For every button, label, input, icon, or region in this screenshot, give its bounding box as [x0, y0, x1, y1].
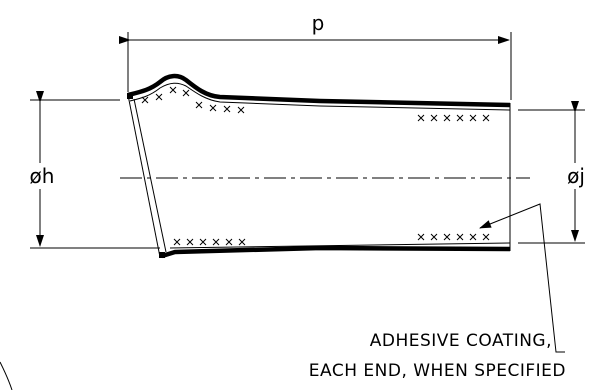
adhesive-marks-right-top [417, 114, 490, 122]
adjacent-view-fragment [0, 361, 13, 390]
left-end-corner-top [127, 93, 133, 99]
adhesive-marks-right-bottom [417, 233, 490, 241]
note-line-2: EACH END, WHEN SPECIFIED [309, 361, 566, 381]
adhesive-marks-left-top [141, 86, 245, 114]
part-top-inner [129, 82, 511, 111]
h-label-mask [22, 163, 62, 189]
left-end-outer [127, 94, 161, 258]
left-end-inner [133, 98, 167, 253]
adhesive-marks-left-bottom [173, 238, 246, 246]
part-bottom-inner [169, 242, 511, 249]
p-label: p [312, 11, 325, 35]
j-diameter-label: øj [567, 164, 585, 188]
h-diameter-label: øh [30, 164, 55, 188]
j-label-mask [555, 163, 595, 189]
note-line-1: ADHESIVE COATING, [370, 331, 552, 351]
adhesive-leader [479, 203, 565, 353]
part-bottom-edge [161, 245, 511, 259]
left-end-corner-bottom [159, 252, 165, 258]
part-top-edge [127, 73, 511, 108]
